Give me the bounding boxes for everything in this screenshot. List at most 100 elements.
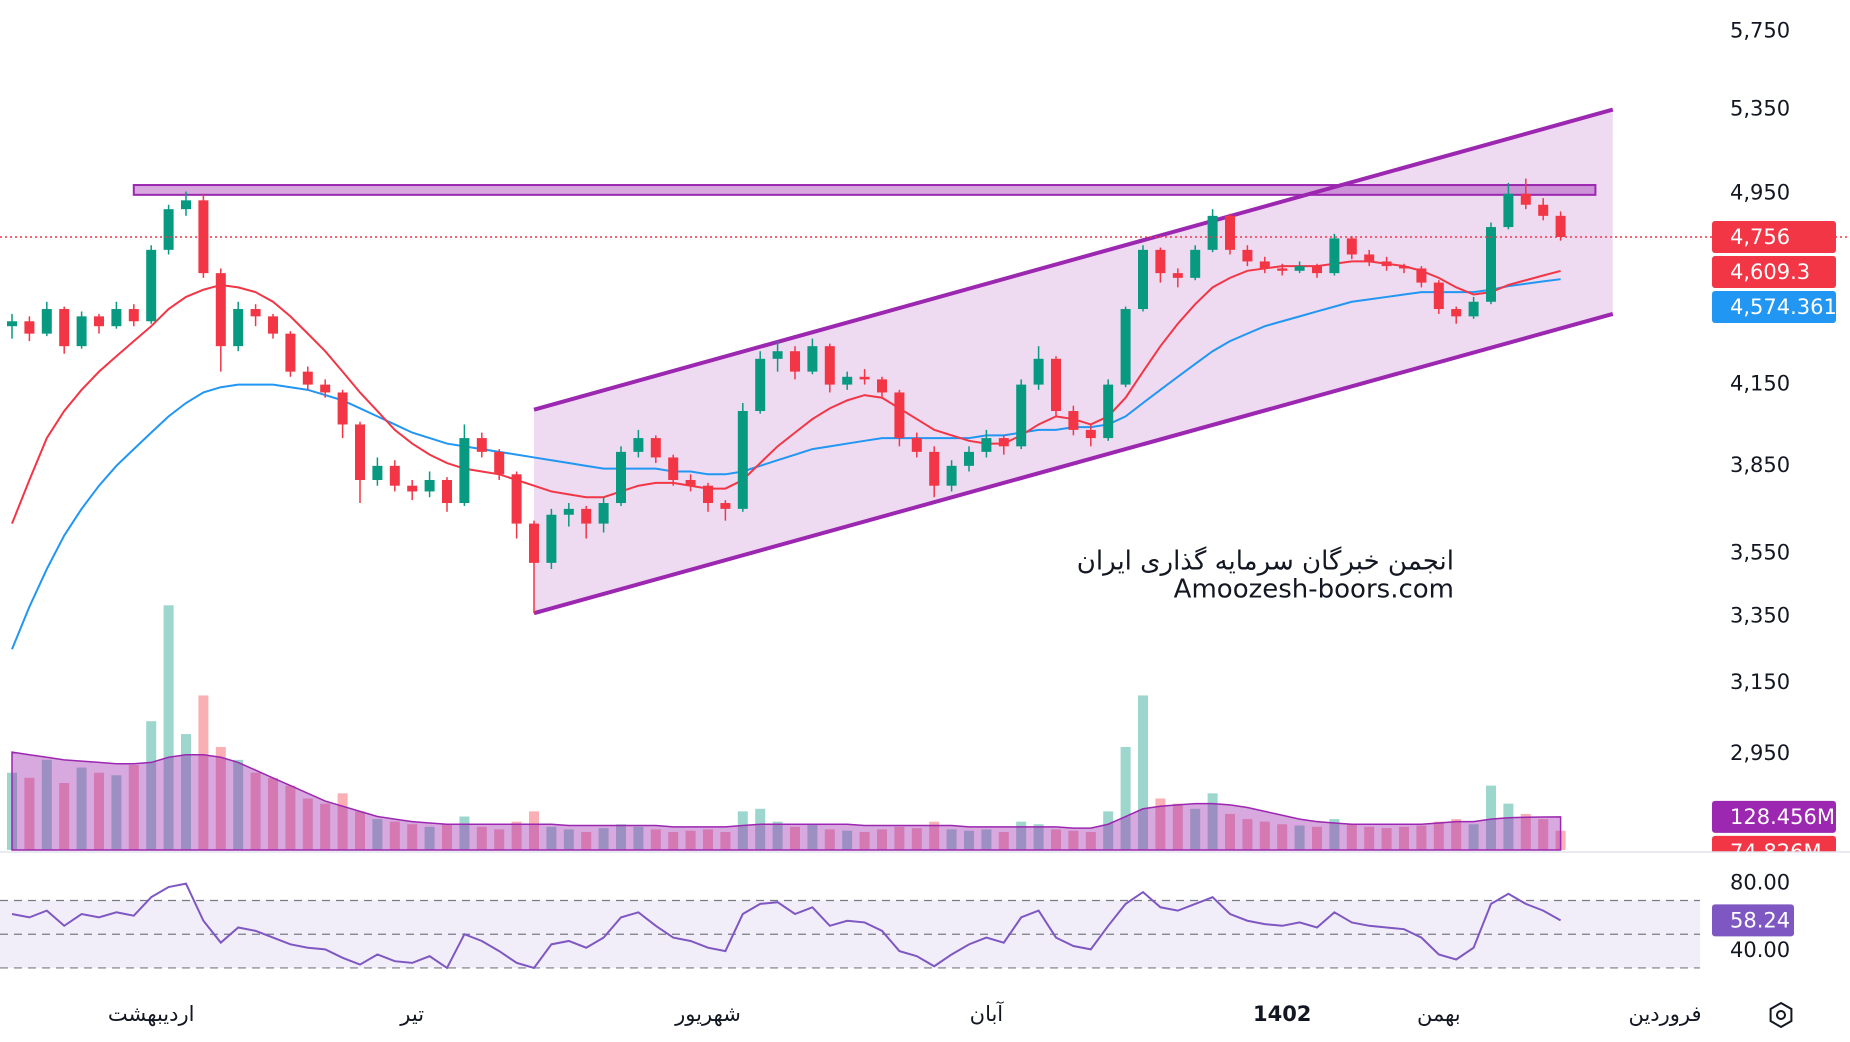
candle-body [1225, 215, 1235, 250]
rsi-badge-label: 58.24 [1730, 908, 1790, 932]
price-badge-label: 128.456M [1730, 805, 1835, 829]
volume-bar [616, 824, 626, 850]
volume-bar [633, 826, 644, 850]
candle-body [285, 333, 296, 372]
y-tick-label: 3,550 [1730, 541, 1790, 565]
volume-bar [1399, 826, 1409, 850]
volume-bar [233, 759, 244, 850]
y-tick-label: 2,950 [1730, 741, 1790, 765]
candle-body [998, 438, 1009, 447]
volume-bar [824, 829, 835, 850]
volume-bar [1068, 830, 1079, 850]
volume-bar [407, 824, 418, 850]
settings-button[interactable] [1769, 1001, 1793, 1029]
volume-bar [494, 829, 505, 850]
volume-bar [1033, 824, 1044, 850]
candle-body [1103, 384, 1114, 439]
ma-fast-line [11, 260, 1561, 524]
volume-bar [302, 798, 313, 850]
volume-bar [1381, 828, 1392, 850]
candle-body [1399, 266, 1409, 269]
volume-bar [1138, 695, 1148, 850]
candle-body [233, 309, 244, 347]
candle-body [1190, 249, 1201, 278]
candle-body [494, 451, 505, 475]
volume-bar [1503, 803, 1514, 850]
candle-body [737, 411, 748, 509]
y-tick-label: 3,350 [1730, 603, 1790, 627]
candle-body [650, 438, 661, 458]
volume-bar [442, 824, 452, 850]
volume-bar [285, 785, 296, 850]
volume-bar [581, 831, 592, 850]
candle-body [1051, 358, 1061, 412]
candle-body [215, 273, 226, 347]
candle-body [198, 200, 209, 274]
volume-bar [981, 829, 992, 850]
volume-bar [181, 734, 191, 850]
price-axis: 5,750 5,350 4,950 4,150 3,850 3,550 3,350 3,150… [1712, 19, 1837, 864]
candle-body [163, 209, 174, 250]
candle-body [1016, 384, 1027, 447]
volume-bar [41, 759, 52, 850]
volume-bar [24, 777, 35, 850]
candle-body [1138, 249, 1148, 310]
candle-body [1172, 273, 1183, 278]
candle-body [424, 479, 435, 492]
y-tick-label: 5,750 [1730, 19, 1790, 43]
candle-body [1503, 193, 1514, 228]
volume-bar [1242, 819, 1253, 850]
y-tick-label: 5,350 [1730, 97, 1790, 121]
volume-bar [668, 831, 679, 850]
volume-bar [1085, 831, 1096, 850]
candle-body [128, 309, 139, 322]
volume-bar [250, 772, 261, 850]
candle-body [581, 508, 592, 524]
volume-bar [685, 830, 696, 850]
volume-bar [598, 828, 609, 850]
candle-body [1468, 301, 1479, 317]
volume-bar [511, 821, 522, 850]
price-badge-label: 74.826M [1730, 840, 1822, 864]
x-tick-label: شهریور [674, 1002, 741, 1026]
volume-bar [1190, 808, 1201, 850]
candle-body [250, 309, 261, 317]
volume-bar [650, 829, 661, 850]
drawings: انجمن خبرگان سرمایه گذاری ایرانAmoozesh-… [132, 107, 1614, 616]
ma-slow-line [11, 278, 1561, 650]
watermark-text: انجمن خبرگان سرمایه گذاری ایران [1077, 546, 1454, 577]
volume-bar [389, 821, 400, 850]
x-tick-label: اردیبهشت [108, 1002, 195, 1026]
volume-bar [337, 793, 348, 850]
volume-pane [7, 605, 1566, 851]
candle-body [1416, 268, 1427, 283]
channel-upper [533, 107, 1614, 412]
volume-bar [372, 819, 383, 850]
candle-body [268, 316, 278, 334]
price-badge [1712, 835, 1836, 852]
volume-bar [772, 821, 783, 850]
candle-body [703, 485, 713, 504]
volume-bar [128, 765, 139, 850]
y-tick-label: 4,150 [1730, 372, 1790, 396]
volume-bar [268, 777, 278, 850]
candle-body [442, 479, 452, 504]
candle-body [755, 358, 766, 412]
settings-icon [1769, 1001, 1793, 1029]
candle-body [1207, 215, 1218, 250]
candle-body [1242, 249, 1253, 262]
volume-bar [720, 831, 731, 850]
volume-ma-area [11, 751, 1562, 851]
volume-bar [807, 824, 818, 850]
channel-lower [533, 311, 1614, 616]
candle-body [1555, 215, 1566, 238]
volume-bar [111, 775, 122, 850]
volume-bar [94, 772, 104, 850]
y-tick-label: 4,950 [1730, 181, 1790, 205]
candle-body [1433, 282, 1444, 310]
candle-body [894, 392, 905, 439]
volume-bar [1346, 824, 1357, 850]
candle-body [1294, 266, 1305, 271]
candle-body [146, 249, 157, 322]
